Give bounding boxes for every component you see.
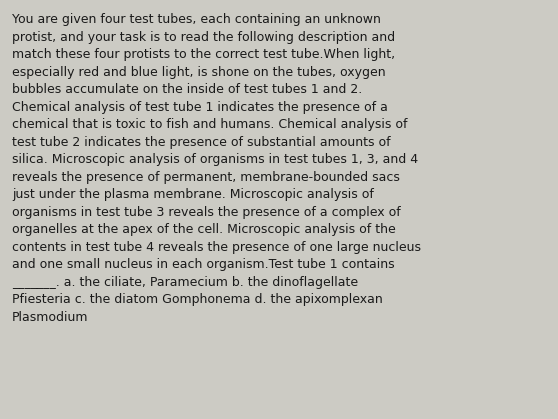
Text: You are given four test tubes, each containing an unknown
protist, and your task: You are given four test tubes, each cont… — [12, 13, 421, 323]
